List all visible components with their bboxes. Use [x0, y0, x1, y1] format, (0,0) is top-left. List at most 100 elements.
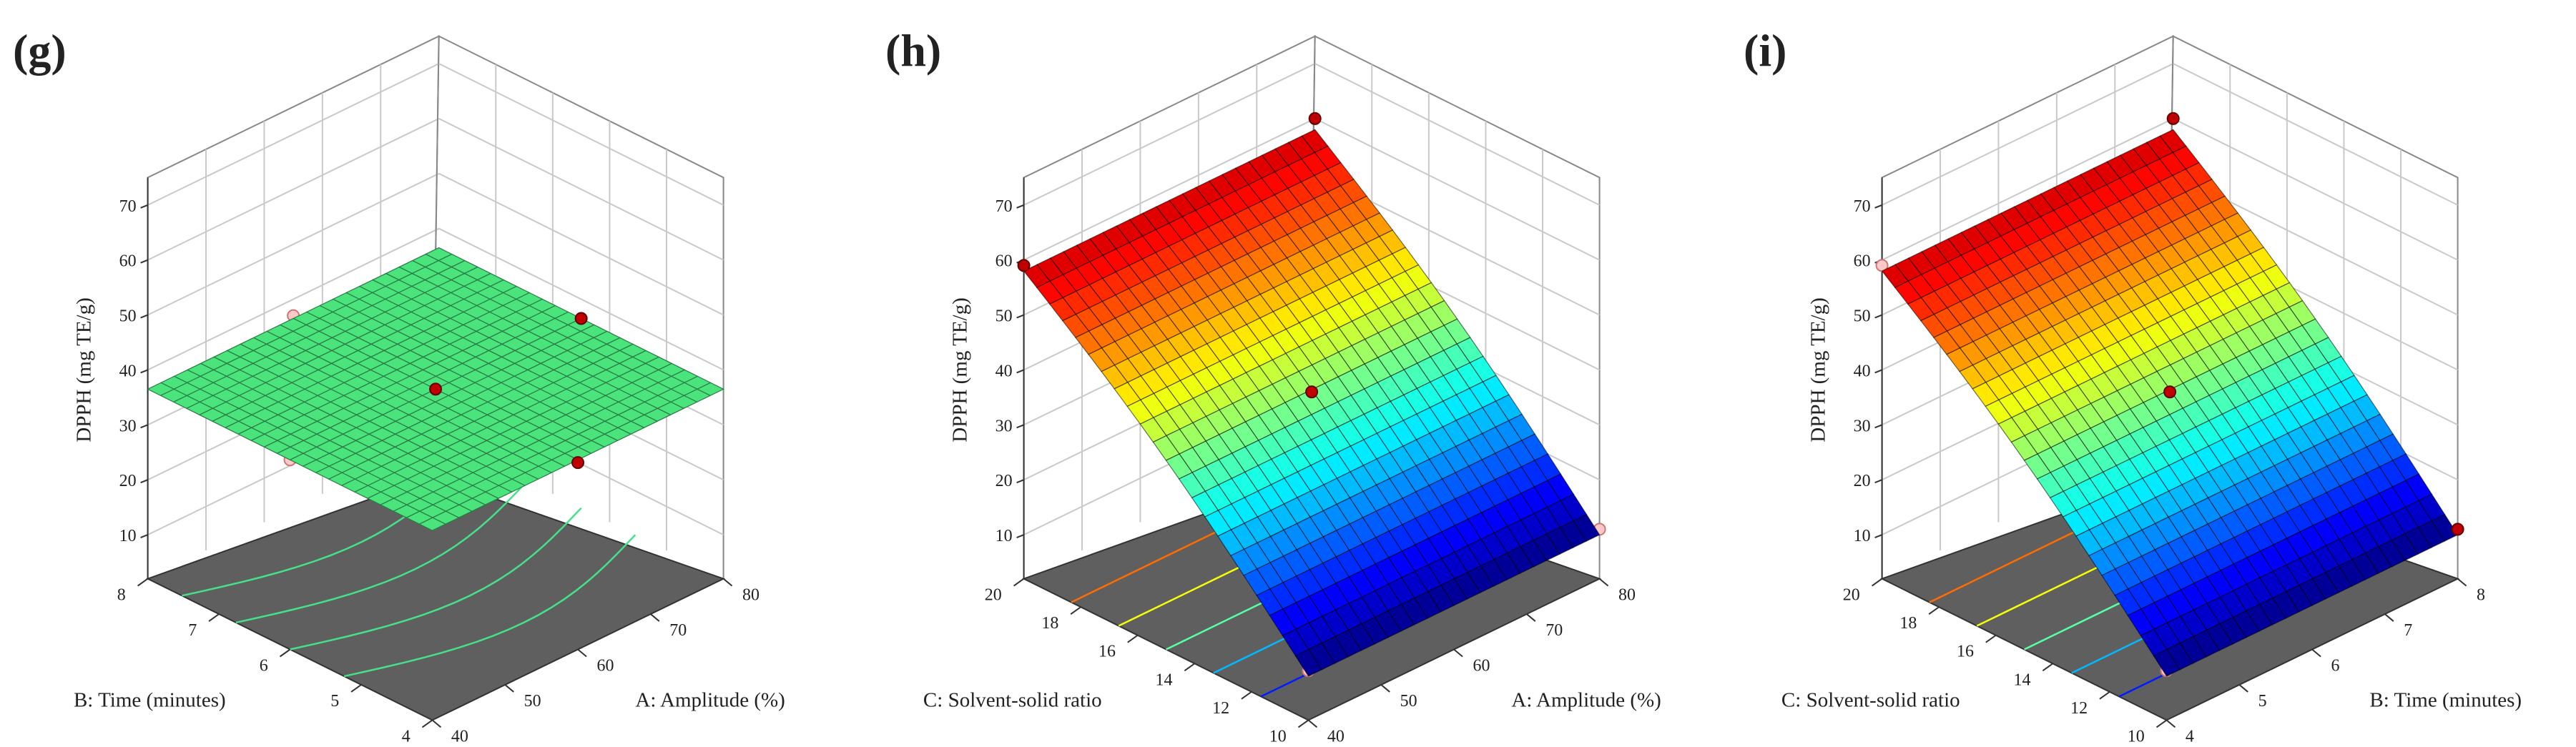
- y-axis-tick-mark: [1070, 606, 1081, 615]
- y-axis-tick-label: 14: [1156, 671, 1173, 689]
- z-tick-label: 40: [119, 362, 137, 380]
- z-tick-mark: [1874, 204, 1882, 209]
- z-tick-label: 60: [996, 252, 1013, 271]
- wall-grid-line: [438, 172, 724, 316]
- y-axis-tick-mark: [1928, 606, 1940, 615]
- plot-area: 10 20 30 40 50 60 70 4 5 6 7 8 10 12 14 16 18 20 B: Time (…: [1781, 34, 2522, 746]
- x-axis-tick-label: 60: [596, 657, 614, 676]
- x-axis-tick-label: 4: [2186, 727, 2194, 746]
- y-axis-tick-label: 4: [402, 727, 411, 746]
- z-tick-mark: [140, 314, 148, 319]
- z-tick-label: 30: [1854, 417, 1871, 435]
- y-axis-tick-mark: [137, 578, 149, 587]
- z-tick-mark: [1874, 369, 1882, 374]
- z-tick-mark: [1016, 369, 1024, 374]
- z-tick-mark: [1016, 534, 1024, 539]
- y-axis-label: C: Solvent-solid ratio: [1781, 689, 1960, 712]
- wall-grid-line: [1314, 118, 1601, 261]
- x-axis-tick-mark: [431, 719, 442, 728]
- y-axis-tick-mark: [2042, 663, 2053, 672]
- z-tick-label: 70: [1854, 197, 1871, 216]
- wall-grid-line: [147, 227, 440, 371]
- surface-facet: [2153, 648, 2181, 677]
- y-axis-tick-mark: [279, 648, 291, 658]
- x-axis-tick-mark: [650, 613, 660, 622]
- x-axis-tick-mark: [2238, 684, 2248, 693]
- design-point: [574, 312, 588, 325]
- z-tick-label: 20: [1854, 472, 1871, 490]
- response-surface: [1881, 129, 2459, 677]
- wall-grid-line: [1023, 63, 1316, 206]
- x-axis-tick-mark: [504, 684, 514, 693]
- x-axis-tick-label: 40: [1327, 727, 1344, 746]
- z-tick-label: 30: [119, 417, 137, 435]
- x-axis-tick-label: 80: [1618, 586, 1636, 605]
- y-axis-tick-label: 5: [330, 692, 339, 711]
- chart-panel-g: 10 20 30 40 50 60 70 40 50 60 70 80 4 5 6 7 8 A: Amplitud…: [0, 0, 858, 747]
- design-point: [2451, 523, 2464, 536]
- x-axis-tick-mark: [577, 648, 587, 658]
- z-tick-label: 10: [1854, 527, 1871, 545]
- wall-grid-line: [147, 118, 440, 261]
- z-tick-mark: [1874, 479, 1882, 484]
- surface-chart-h: 10 20 30 40 50 60 70 40 50 60 70 80 10 12 14 16 18 20 A: A…: [885, 25, 1661, 746]
- y-axis-tick-mark: [1184, 663, 1195, 672]
- z-tick-mark: [1016, 314, 1024, 319]
- y-axis-tick-mark: [1872, 578, 1883, 587]
- wall-grid-line: [1882, 63, 2174, 206]
- x-axis-label: A: Amplitude (%): [1511, 689, 1661, 712]
- z-tick-label: 50: [119, 307, 137, 326]
- z-tick-mark: [140, 259, 148, 264]
- surface-chart-i: 10 20 30 40 50 60 70 4 5 6 7 8 10 12 14 16 18 20 B: Time (…: [1744, 25, 2522, 746]
- z-tick-mark: [140, 479, 148, 484]
- x-axis-tick-mark: [722, 578, 733, 587]
- y-axis-tick-label: 14: [2014, 671, 2031, 689]
- x-axis-label: A: Amplitude (%): [635, 689, 785, 712]
- z-tick-mark: [140, 424, 148, 429]
- wall-grid-line: [147, 63, 440, 206]
- z-tick-mark: [1016, 479, 1024, 484]
- x-axis-tick-mark: [2457, 578, 2467, 587]
- z-tick-label: 60: [119, 252, 137, 271]
- x-axis-tick-mark: [1598, 578, 1609, 587]
- x-axis-tick-mark: [2384, 613, 2394, 622]
- x-axis-tick-label: 70: [669, 621, 687, 640]
- z-axis-label: DPPH (mg TE/g): [73, 297, 96, 442]
- floor-contour-line: [290, 507, 582, 650]
- y-axis-tick-label: 6: [260, 657, 268, 676]
- wall-grid-line: [1882, 118, 2174, 261]
- x-axis-tick-label: 40: [451, 727, 468, 746]
- z-axis-label: DPPH (mg TE/g): [1807, 297, 1830, 442]
- chart-panel-i: 10 20 30 40 50 60 70 4 5 6 7 8 10 12 14 16 18 20 B: Time (…: [1731, 0, 2576, 747]
- y-axis-tick-label: 20: [1843, 586, 1860, 605]
- surface-facet: [418, 517, 447, 531]
- z-tick-mark: [1874, 534, 1882, 539]
- y-axis-tick-label: 20: [985, 586, 1002, 605]
- y-axis-tick-mark: [350, 684, 362, 693]
- y-axis-tick-mark: [2155, 719, 2168, 728]
- y-axis-tick-label: 10: [1269, 727, 1287, 746]
- x-axis-tick-label: 70: [1545, 621, 1563, 640]
- y-axis-tick-mark: [1127, 634, 1139, 643]
- y-axis-tick-label: 7: [188, 621, 197, 640]
- plot-area: 10 20 30 40 50 60 70 40 50 60 70 80 10 12 14 16 18 20 A: A…: [923, 34, 1661, 746]
- response-surface: [147, 247, 724, 531]
- y-axis-tick-label: 8: [117, 586, 126, 605]
- z-tick-label: 70: [996, 197, 1013, 216]
- y-axis-tick-label: 18: [1041, 614, 1058, 633]
- x-axis-tick-mark: [1307, 719, 1318, 728]
- y-axis-tick-mark: [1013, 578, 1025, 587]
- z-tick-label: 10: [996, 527, 1013, 545]
- panel-label: (i): [1744, 25, 1786, 76]
- z-tick-mark: [1016, 424, 1024, 429]
- x-axis-tick-label: 50: [524, 692, 541, 711]
- design-point: [2166, 112, 2180, 125]
- y-axis-tick-label: 12: [2070, 699, 2088, 718]
- y-axis-tick-mark: [208, 613, 220, 622]
- panel-label: (g): [13, 25, 67, 76]
- z-tick-mark: [1874, 424, 1882, 429]
- z-tick-label: 20: [119, 472, 137, 490]
- z-tick-mark: [140, 369, 148, 374]
- x-axis-tick-mark: [1453, 648, 1463, 658]
- wall-grid-line: [438, 63, 724, 206]
